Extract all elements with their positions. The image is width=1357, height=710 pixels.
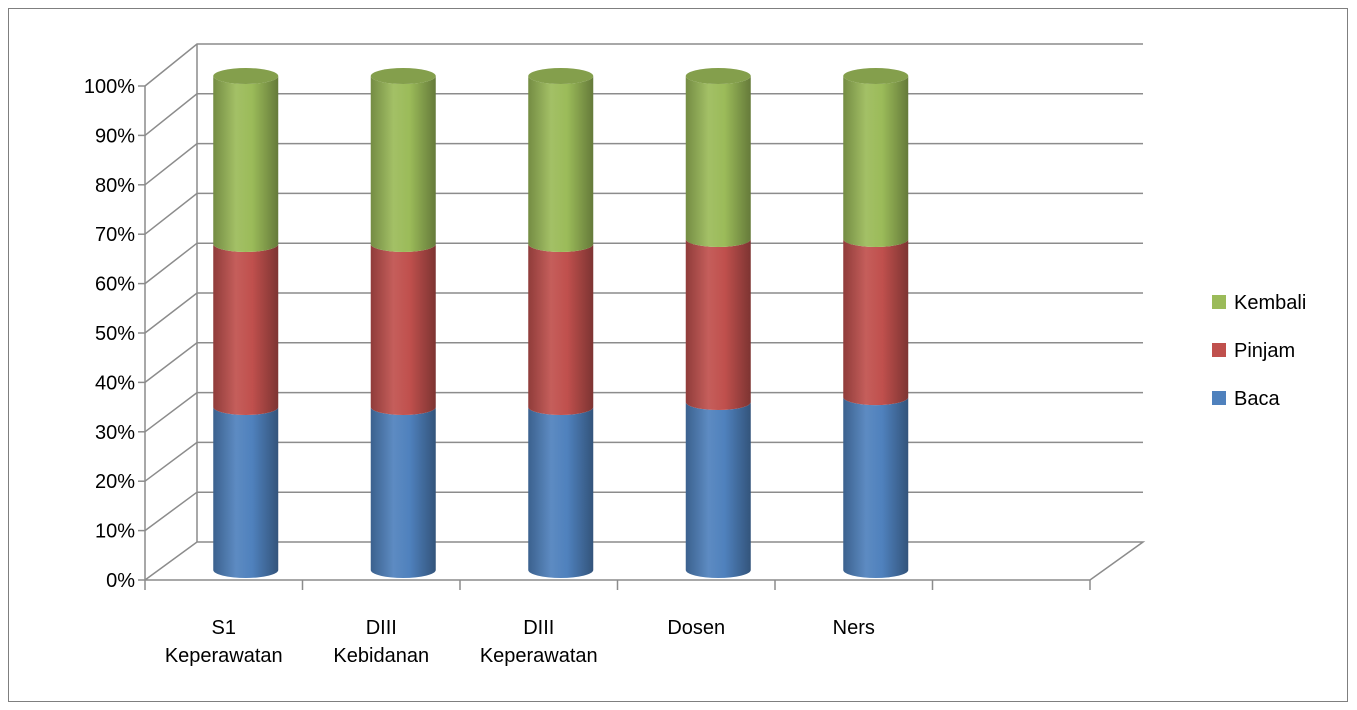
legend: Kembali Pinjam Baca xyxy=(1212,292,1306,410)
bar-kembali-0 xyxy=(213,76,279,252)
legend-swatch-kembali xyxy=(1212,295,1226,309)
bar-pinjam-3 xyxy=(685,239,751,411)
y-tick-label: 60% xyxy=(95,274,135,296)
bar-cap-3 xyxy=(685,68,751,84)
bars xyxy=(213,68,909,578)
x-tick-label-line: DIII xyxy=(523,617,554,639)
y-tick-label: 80% xyxy=(95,175,135,197)
bar-pinjam-4 xyxy=(843,239,909,406)
bar-baca-2 xyxy=(528,406,594,578)
bar-pinjam-1 xyxy=(370,243,436,415)
bar-baca-0 xyxy=(213,406,279,578)
legend-label-baca: Baca xyxy=(1234,388,1280,410)
x-tick-label-line: Keperawatan xyxy=(165,645,283,667)
x-tick-label: Dosen xyxy=(667,617,725,639)
chart-walls xyxy=(144,44,1146,581)
y-tick-label: 20% xyxy=(95,471,135,493)
bar-cap-4 xyxy=(843,68,909,84)
x-tick-label: DIII Keperawatan xyxy=(480,617,598,667)
bar-kembali-4 xyxy=(843,76,909,248)
legend-swatch-pinjam xyxy=(1212,343,1226,357)
bar-kembali-3 xyxy=(685,76,751,248)
x-tick-label-line: Dosen xyxy=(667,617,725,639)
x-tick-label-line: Kebidanan xyxy=(333,645,429,667)
y-tick-label: 50% xyxy=(95,323,135,345)
gridline xyxy=(144,391,1143,433)
bar-cap-0 xyxy=(213,68,279,84)
gridline xyxy=(144,192,1143,235)
legend-label-pinjam: Pinjam xyxy=(1234,340,1295,362)
x-tick-label-line: Ners xyxy=(833,617,875,639)
bar-baca-1 xyxy=(370,406,436,578)
gridline xyxy=(144,342,1143,383)
y-tick-label: 40% xyxy=(95,372,135,394)
gridline xyxy=(144,242,1143,285)
gridline xyxy=(144,43,1143,87)
x-tick-label: S1 Keperawatan xyxy=(165,617,283,667)
bar-pinjam-0 xyxy=(213,243,279,415)
y-tick-label: 90% xyxy=(95,125,135,147)
bar-cap-1 xyxy=(370,68,436,84)
x-tick-label-line: DIII xyxy=(366,617,397,639)
legend-label-kembali: Kembali xyxy=(1234,292,1306,314)
x-tick-label: DIII Kebidanan xyxy=(333,617,429,667)
chart-floor xyxy=(144,541,1146,581)
gridline xyxy=(144,142,1143,186)
bar-baca-4 xyxy=(843,397,909,578)
bar-pinjam-2 xyxy=(528,243,594,415)
y-tick-label: 30% xyxy=(95,422,135,444)
x-tick-label: Ners xyxy=(833,617,875,639)
y-tick-label: 100% xyxy=(84,76,135,98)
gridline xyxy=(144,491,1143,532)
bar-kembali-1 xyxy=(370,76,436,252)
y-tick-label: 70% xyxy=(95,224,135,246)
x-tick-label-line: Keperawatan xyxy=(480,645,598,667)
bar-baca-3 xyxy=(685,402,751,578)
x-tick-labels: S1 Keperawatan DIII Kebidanan DIII Keperawata… xyxy=(165,617,875,667)
legend-swatch-baca xyxy=(1212,391,1226,405)
gridline xyxy=(144,441,1143,482)
y-tick-label: 0% xyxy=(106,570,135,592)
gridlines xyxy=(138,43,1143,590)
gridline xyxy=(144,292,1143,334)
x-tick-label-line: S1 xyxy=(212,617,236,639)
gridline xyxy=(144,93,1143,136)
bar-kembali-2 xyxy=(528,76,594,252)
y-tick-labels: 0% 10% 20% 30% 40% 50% 60% 70% 80% 90% 100% xyxy=(84,76,135,592)
bar-cap-2 xyxy=(528,68,594,84)
y-tick-label: 10% xyxy=(95,521,135,543)
